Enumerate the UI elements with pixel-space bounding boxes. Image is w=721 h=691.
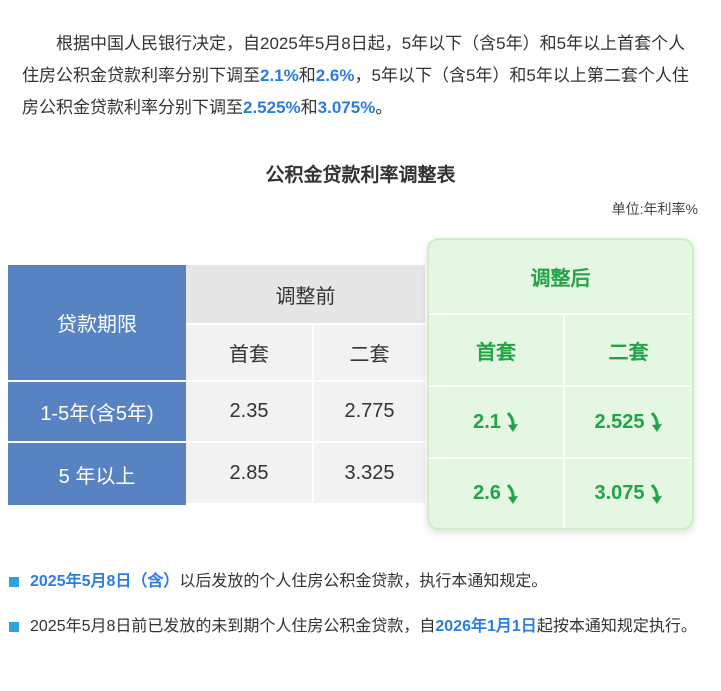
row-term: 5 年以上 (8, 443, 186, 505)
after-header: 调整后 (530, 268, 591, 290)
intro-text: 根据中国人民银行决定，自2025年5月8日起，5年以下（含5年）和5年以上首套个… (22, 34, 686, 85)
intro-text: ，5年以下（含5年）和5年以上第二套个人住房公积金贷款利率分别下调至 (22, 66, 689, 117)
after-cell: 3.075 (565, 459, 692, 528)
divider (429, 457, 692, 459)
before-value: 2.35 (186, 382, 314, 443)
intro-highlight: 2.525% (243, 98, 301, 117)
unit-label: 单位:年利率% (611, 201, 698, 217)
intro-text: 和 (300, 98, 318, 117)
after-cell: 2.6 (429, 459, 563, 528)
intro-text: 。 (375, 98, 393, 117)
before-header: 调整前 (186, 265, 427, 325)
intro-highlight: 3.075% (317, 98, 376, 117)
divider (429, 385, 692, 387)
note-text: 起按本通知规定执行。 (536, 618, 697, 635)
table-title: 公积金贷款利率调整表 (265, 165, 456, 186)
before-col: 二套 (314, 325, 427, 382)
intro-highlight: 2.6% (315, 66, 355, 85)
note-text: 以后发放的个人住房公积金贷款，执行本通知规定。 (179, 573, 548, 590)
before-value: 2.85 (186, 443, 314, 505)
after-col: 首套 (476, 341, 516, 364)
after-cell: 2.1 (429, 387, 563, 457)
after-value: 2.525 (594, 410, 645, 433)
note-highlight: 2025年5月8日（含） (30, 573, 180, 590)
intro-text: 和 (298, 66, 316, 85)
after-value: 2.1 (473, 410, 501, 433)
down-arrow (506, 483, 518, 504)
note: 2025年5月8日（含）以后发放的个人住房公积金贷款，执行本通知规定。 (30, 567, 715, 596)
after-cell: 2.525 (565, 387, 692, 457)
before-value: 3.325 (314, 443, 427, 505)
bullet (9, 622, 19, 632)
term-header: 贷款期限 (8, 265, 186, 382)
note-highlight: 2026年1月1日 (435, 618, 537, 635)
divider (563, 315, 565, 528)
bullet (9, 577, 19, 587)
note: 2025年5月8日前已发放的未到期个人住房公积金贷款，自2026年1月1日起按本… (30, 612, 715, 641)
down-arrow (506, 411, 518, 432)
before-value: 2.775 (314, 382, 427, 443)
after-col: 二套 (608, 341, 649, 364)
before-col: 首套 (186, 325, 314, 382)
row-term: 1-5年(含5年) (8, 382, 186, 443)
note-text: 2025年5月8日前已发放的未到期个人住房公积金贷款，自 (30, 618, 436, 635)
down-arrow (650, 411, 662, 432)
after-card: 调整后 首套 二套 2.1 2.525 2.6 3.075 (427, 238, 694, 530)
after-value: 3.075 (594, 482, 645, 504)
divider (429, 313, 692, 315)
intro-highlight: 2.1% (260, 66, 299, 85)
after-value: 2.6 (473, 482, 501, 504)
down-arrow (650, 483, 662, 504)
intro-paragraph: 根据中国人民银行决定，自2025年5月8日起，5年以下（含5年）和5年以上首套个… (22, 28, 702, 124)
